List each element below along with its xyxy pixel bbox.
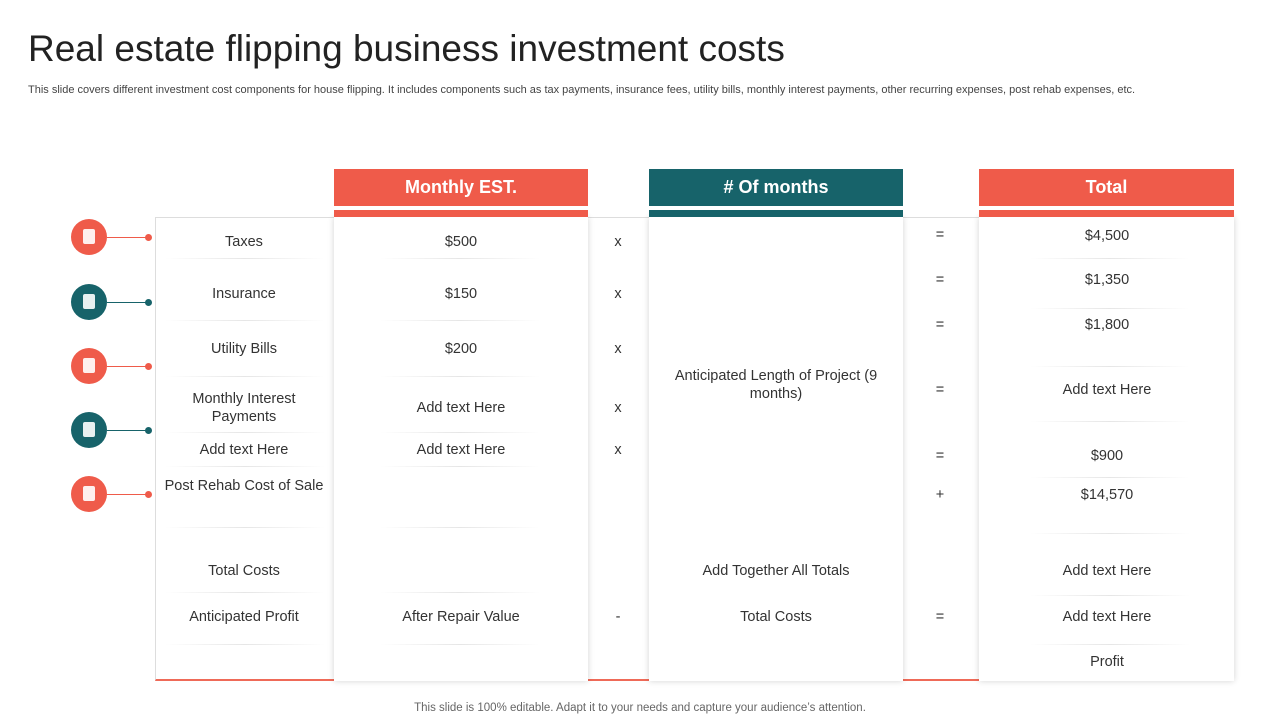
cell-monthly: Add text Here bbox=[416, 442, 506, 458]
row-icon bbox=[71, 348, 107, 384]
row-separator bbox=[1030, 258, 1190, 259]
connector-dot bbox=[145, 299, 152, 306]
cell-total: Add text Here bbox=[1062, 563, 1152, 579]
row-separator bbox=[165, 376, 325, 377]
row-separator bbox=[380, 258, 540, 259]
cell-total-op: + bbox=[935, 487, 945, 503]
cell-total: Add text Here bbox=[1062, 382, 1152, 398]
cell-label: Insurance bbox=[212, 286, 276, 302]
connector bbox=[107, 302, 149, 303]
row-separator bbox=[165, 527, 325, 528]
row-separator bbox=[165, 432, 325, 433]
row-icon bbox=[71, 412, 107, 448]
column-header: Monthly EST. bbox=[334, 169, 588, 206]
row-separator bbox=[380, 527, 540, 528]
cell-total: $4,500 bbox=[1084, 228, 1130, 244]
connector bbox=[107, 366, 149, 367]
row-separator bbox=[380, 320, 540, 321]
header-bar bbox=[334, 210, 588, 217]
cell-monthly: $200 bbox=[444, 341, 478, 357]
row-icon bbox=[71, 476, 107, 512]
cell-total: $14,570 bbox=[1080, 487, 1134, 503]
row-separator bbox=[165, 258, 325, 259]
row-separator bbox=[1030, 533, 1190, 534]
cell-label: Post Rehab Cost of Sale bbox=[164, 478, 324, 494]
cell-op: x bbox=[614, 341, 622, 357]
row-separator bbox=[1030, 308, 1190, 309]
cell-total: $1,800 bbox=[1084, 317, 1130, 333]
cell-months: Total Costs bbox=[740, 609, 812, 625]
cell-total: $900 bbox=[1090, 448, 1124, 464]
cell-monthly: $500 bbox=[444, 234, 478, 250]
header-bar bbox=[649, 210, 903, 217]
cell-op: x bbox=[614, 400, 622, 416]
title: Real estate flipping business investment… bbox=[28, 28, 785, 69]
connector-dot bbox=[145, 234, 152, 241]
cell-total: $1,350 bbox=[1084, 272, 1130, 288]
cell-monthly: $150 bbox=[444, 286, 478, 302]
row-separator bbox=[1030, 595, 1190, 596]
row-separator bbox=[380, 466, 540, 467]
cell-op: - bbox=[615, 609, 621, 625]
cell-label: Monthly Interest Payments bbox=[192, 391, 296, 425]
cell-total-op: = bbox=[935, 317, 945, 333]
row-separator bbox=[165, 466, 325, 467]
column-panel bbox=[649, 217, 903, 681]
cell-total-op: = bbox=[935, 227, 945, 243]
row-icon bbox=[71, 284, 107, 320]
connector bbox=[107, 430, 149, 431]
row-icon bbox=[71, 219, 107, 255]
cell-total-op: = bbox=[935, 609, 945, 625]
cell-label: Utility Bills bbox=[210, 341, 278, 357]
row-separator bbox=[380, 376, 540, 377]
row-separator bbox=[380, 644, 540, 645]
connector bbox=[107, 494, 149, 495]
row-separator bbox=[1030, 644, 1190, 645]
cell-label: Anticipated Profit bbox=[189, 609, 299, 625]
cell-months-note: Anticipated Length of Project (9 months) bbox=[674, 368, 878, 402]
row-separator bbox=[1030, 366, 1190, 367]
connector-dot bbox=[145, 363, 152, 370]
row-separator bbox=[165, 592, 325, 593]
cell-total: Profit bbox=[1090, 654, 1124, 670]
connector-dot bbox=[145, 427, 152, 434]
cell-total-op: = bbox=[935, 448, 945, 464]
row-separator bbox=[1030, 421, 1190, 422]
column-header: Total bbox=[979, 169, 1234, 206]
column-header: # Of months bbox=[649, 169, 903, 206]
row-separator bbox=[380, 592, 540, 593]
row-separator bbox=[380, 432, 540, 433]
cell-months: Add Together All Totals bbox=[702, 563, 850, 579]
cell-label: Total Costs bbox=[208, 563, 280, 579]
cell-op: x bbox=[614, 234, 622, 250]
cell-monthly: Add text Here bbox=[416, 400, 506, 416]
row-separator bbox=[165, 644, 325, 645]
header-bar bbox=[979, 210, 1234, 217]
column-panel bbox=[334, 217, 588, 681]
connector-dot bbox=[145, 491, 152, 498]
cell-op: x bbox=[614, 442, 622, 458]
cell-total-op: = bbox=[935, 272, 945, 288]
cell-monthly: After Repair Value bbox=[402, 609, 520, 625]
connector bbox=[107, 237, 149, 238]
row-separator bbox=[1030, 477, 1190, 478]
cell-label: Add text Here bbox=[199, 442, 289, 458]
cell-total: Add text Here bbox=[1062, 609, 1152, 625]
cell-op: x bbox=[614, 286, 622, 302]
cell-label: Taxes bbox=[225, 234, 263, 250]
cell-total-op: = bbox=[935, 382, 945, 398]
subtitle: This slide covers different investment c… bbox=[28, 84, 1136, 96]
row-separator bbox=[165, 320, 325, 321]
column-panel bbox=[979, 217, 1234, 681]
footer: This slide is 100% editable. Adapt it to… bbox=[414, 702, 866, 714]
